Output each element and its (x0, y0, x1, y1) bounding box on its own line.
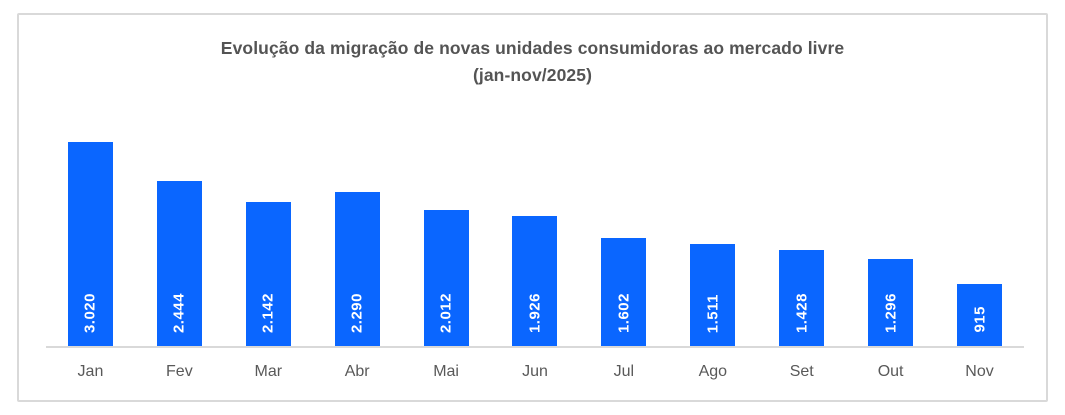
bar-value-label-mar: 2.142 (259, 292, 277, 333)
bar-column-out: 1.296 (846, 110, 935, 346)
bar-jun: 1.926 (512, 216, 558, 346)
bar-column-jul: 1.602 (579, 110, 668, 346)
bar-value-label-ago: 1.511 (704, 293, 722, 333)
bar-column-ago: 1.511 (668, 110, 757, 346)
bar-set: 1.428 (779, 249, 825, 346)
x-axis-label-set: Set (789, 363, 814, 380)
chart-title: Evolução da migração de novas unidades c… (19, 35, 1046, 89)
bar-column-jan: 3.020 (46, 110, 135, 346)
bar-value-label-mai: 2.012 (437, 292, 455, 333)
x-axis-label-mai: Mai (433, 363, 459, 380)
bar-abr: 2.290 (334, 191, 380, 346)
bar-mar: 2.142 (245, 201, 291, 346)
plot-area: 3.020 2.444 2.142 2.290 2.012 1.926 1.602 1.511… (46, 110, 1024, 348)
bar-value-label-jan: 3.020 (81, 292, 99, 333)
bar-mai: 2.012 (423, 210, 469, 346)
bar-ago: 1.511 (690, 244, 736, 346)
bar-jul: 1.602 (601, 237, 647, 346)
bar-value-label-abr: 2.290 (348, 292, 366, 333)
bar-nov: 915 (957, 284, 1003, 346)
bar-value-label-nov: 915 (971, 306, 989, 333)
chart-container: Evolução da migração de novas unidades c… (17, 13, 1048, 402)
bar-value-label-jul: 1.602 (615, 292, 633, 333)
bar-value-label-set: 1.428 (793, 292, 811, 333)
bar-column-mar: 2.142 (224, 110, 313, 346)
x-axis-label-jul: Jul (613, 363, 635, 380)
bar-column-fev: 2.444 (135, 110, 224, 346)
bar-column-jun: 1.926 (491, 110, 580, 346)
x-axis-label-abr: Abr (344, 363, 370, 380)
bar-column-nov: 915 (935, 110, 1024, 346)
x-axis-label-nov: Nov (965, 363, 994, 380)
x-axis-label-mar: Mar (254, 363, 283, 380)
x-axis-label-ago: Ago (698, 363, 728, 380)
bar-jan: 3.020 (67, 142, 113, 346)
x-axis-labels: Jan Fev Mar Abr Mai Jun Jul Ago Set Out Nov (46, 363, 1024, 381)
bar-value-label-jun: 1.926 (526, 292, 544, 333)
chart-title-line2: (jan-nov/2025) (472, 65, 593, 85)
bar-column-set: 1.428 (757, 110, 846, 346)
x-axis-label-jan: Jan (77, 363, 104, 380)
x-axis-label-jun: Jun (522, 363, 548, 380)
x-axis-label-fev: Fev (166, 363, 193, 380)
bar-column-abr: 2.290 (313, 110, 402, 346)
bars-row: 3.020 2.444 2.142 2.290 2.012 1.926 1.602 1.511… (46, 110, 1024, 346)
x-axis-label-out: Out (877, 363, 904, 380)
bar-column-mai: 2.012 (402, 110, 491, 346)
bar-value-label-out: 1.296 (882, 292, 900, 333)
chart-title-line1: Evolução da migração de novas unidades c… (220, 38, 845, 58)
bar-out: 1.296 (868, 258, 914, 346)
bar-value-label-fev: 2.444 (170, 292, 188, 333)
bar-fev: 2.444 (156, 181, 202, 346)
